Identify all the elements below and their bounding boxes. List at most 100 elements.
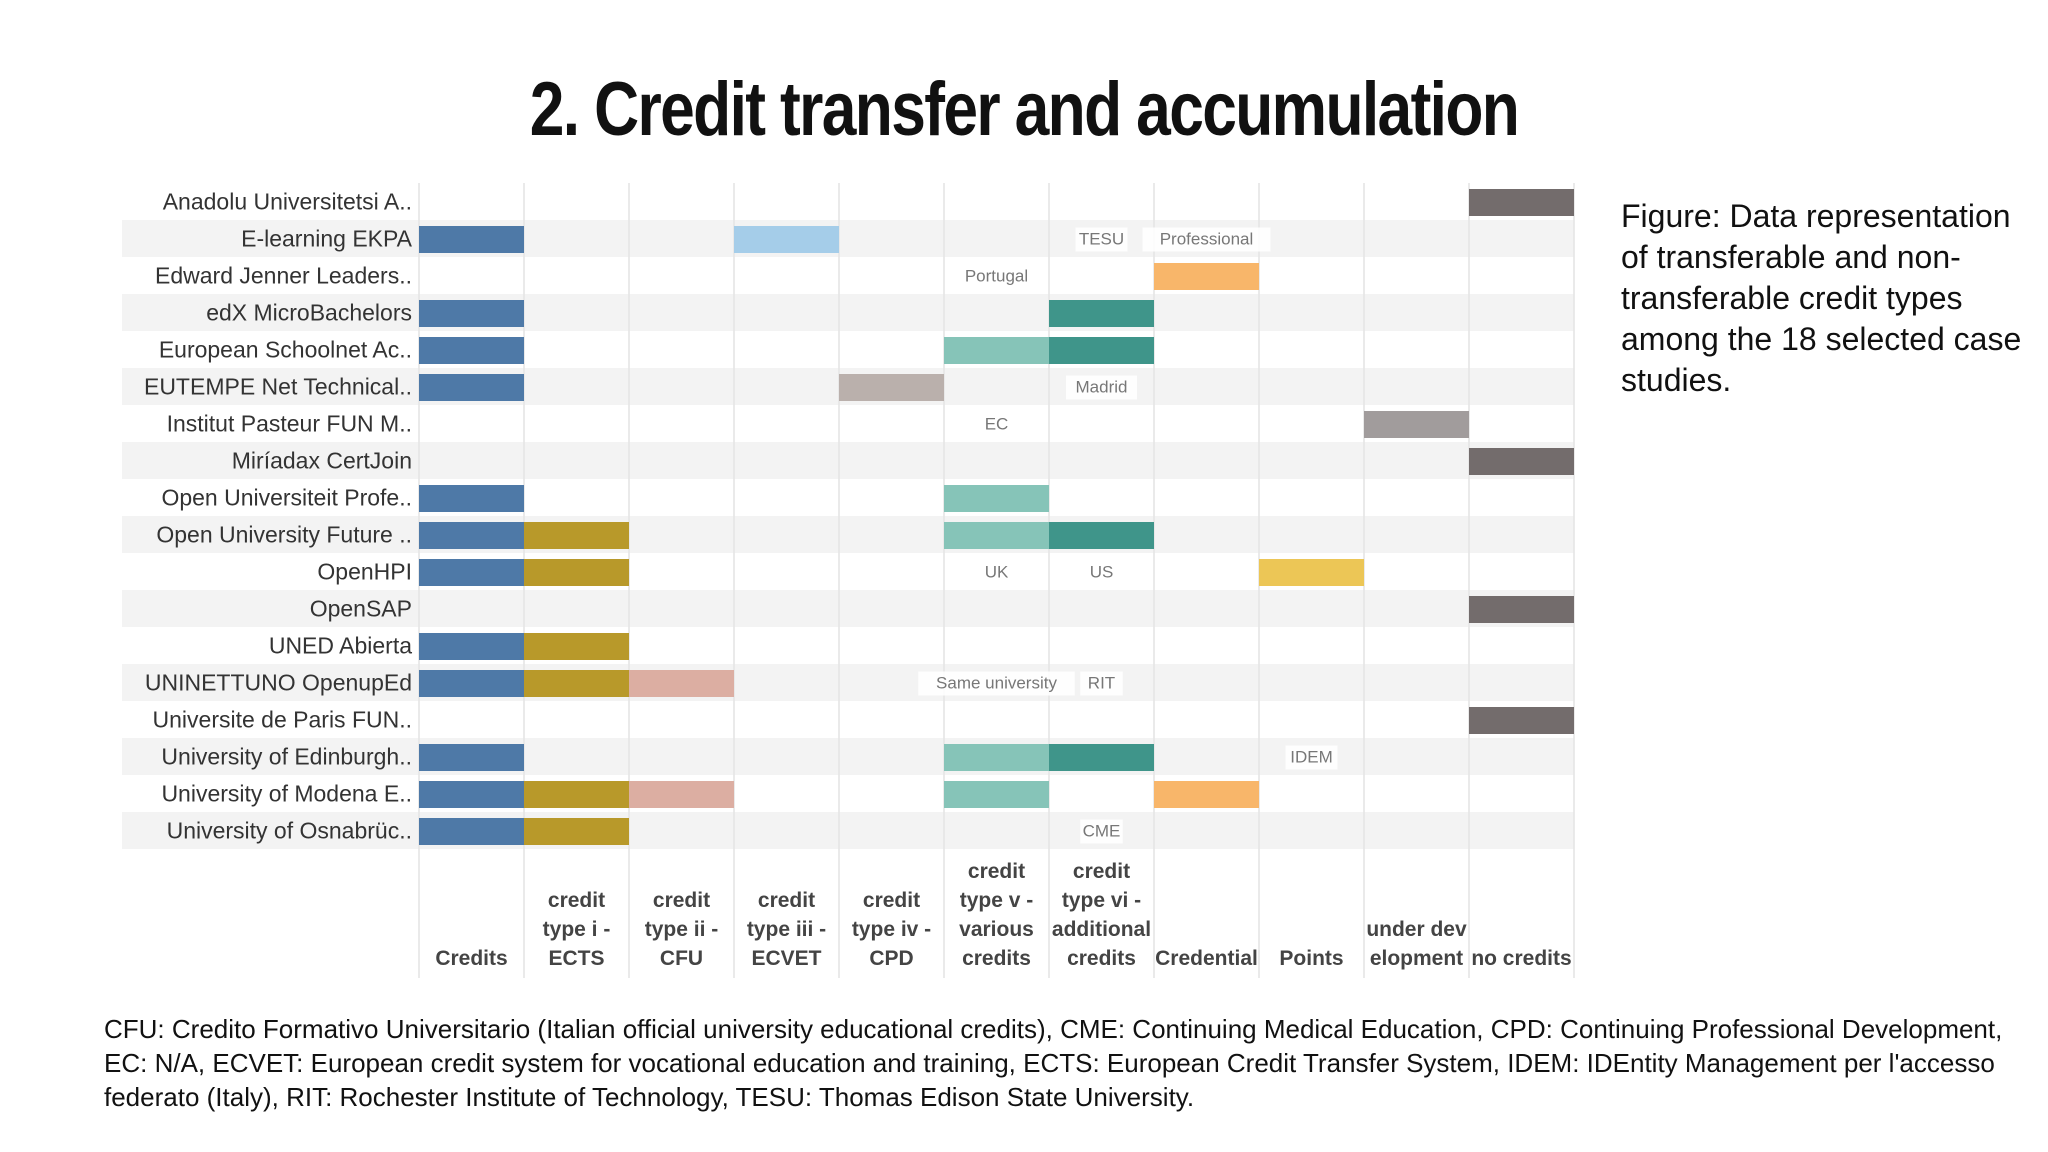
credit-heatmap-chart: Anadolu Universitetsi A.. E-learning EKPA… xyxy=(122,183,1575,978)
annotation-background xyxy=(1080,819,1123,844)
annotation-label: RIT xyxy=(1088,674,1115,693)
heatmap-cell xyxy=(944,485,1049,512)
annotation-label: CME xyxy=(1083,822,1121,841)
annotation-background xyxy=(1142,227,1271,252)
column-label: Credential xyxy=(1155,947,1258,970)
heatmap-cell xyxy=(944,744,1049,771)
row-label: Edward Jenner Leaders.. xyxy=(155,263,412,289)
column-label: credit type iv -CPD xyxy=(852,889,931,970)
heatmap-cell xyxy=(419,374,524,401)
column-label: no credits xyxy=(1471,947,1571,970)
heatmap-cell xyxy=(524,818,629,845)
column-label: credit type ii -CFU xyxy=(645,889,719,970)
annotation-label: UK xyxy=(985,563,1009,582)
annotation-background xyxy=(1066,375,1137,400)
annotation-label: Same university xyxy=(936,674,1057,693)
column-label: credit type i -ECTS xyxy=(543,889,611,970)
heatmap-cell xyxy=(1049,522,1154,549)
figure-caption: Figure: Data representation of transfera… xyxy=(1621,198,2022,398)
row-label: Anadolu Universitetsi A.. xyxy=(163,189,412,215)
heatmap-cell xyxy=(839,374,944,401)
heatmap-cell xyxy=(944,781,1049,808)
heatmap-cell xyxy=(419,670,524,697)
heatmap-cell xyxy=(1049,300,1154,327)
annotation-background xyxy=(918,671,1075,696)
row-label: Open University Future .. xyxy=(156,522,412,548)
heatmap-cell xyxy=(419,818,524,845)
heatmap-cell xyxy=(1154,263,1259,290)
row-label: EUTEMPE Net Technical.. xyxy=(144,374,412,400)
row-label: OpenSAP xyxy=(310,596,412,622)
annotation-label: TESU xyxy=(1079,230,1124,249)
row-label: E-learning EKPA xyxy=(241,226,413,252)
row-band xyxy=(122,442,1574,479)
annotation-label: US xyxy=(1090,563,1114,582)
heatmap-cell xyxy=(944,522,1049,549)
heatmap-cell xyxy=(419,226,524,253)
row-label: OpenHPI xyxy=(317,559,412,585)
row-band xyxy=(122,294,1574,331)
heatmap-cell xyxy=(419,559,524,586)
row-band xyxy=(122,220,1574,257)
annotation-label: Professional xyxy=(1160,230,1254,249)
row-label: Universite de Paris FUN.. xyxy=(153,707,412,733)
annotation-label: Madrid xyxy=(1076,378,1128,397)
column-label: Points xyxy=(1279,947,1343,970)
row-label: Institut Pasteur FUN M.. xyxy=(167,411,412,437)
heatmap-cell xyxy=(419,485,524,512)
row-label: edX MicroBachelors xyxy=(206,300,412,326)
annotation-background xyxy=(980,412,1013,437)
abbreviations-footnote: CFU: Credito Formativo Universitario (It… xyxy=(104,1014,2003,1112)
annotation-label: IDEM xyxy=(1290,748,1333,767)
heatmap-cell xyxy=(1469,596,1574,623)
row-label: Open Universiteit Profe.. xyxy=(161,485,412,511)
heatmap-cell xyxy=(629,781,734,808)
row-label: UNED Abierta xyxy=(269,633,412,659)
heatmap-cell xyxy=(419,300,524,327)
heatmap-cell xyxy=(1154,781,1259,808)
annotation-background xyxy=(1085,560,1118,585)
heatmap-cell xyxy=(419,337,524,364)
row-band xyxy=(122,664,1574,701)
annotation-label: EC xyxy=(985,415,1009,434)
heatmap-cell xyxy=(1469,707,1574,734)
column-label: under dev elopment xyxy=(1366,918,1467,970)
annotation-background xyxy=(980,560,1013,585)
annotation-background xyxy=(1080,671,1123,696)
row-label: European Schoolnet Ac.. xyxy=(159,337,412,363)
heatmap-cell xyxy=(1469,448,1574,475)
column-label: credit type vi -additional credits xyxy=(1052,860,1151,970)
annotation-background xyxy=(951,264,1042,289)
row-label: University of Modena E.. xyxy=(161,781,412,807)
heatmap-cell xyxy=(419,781,524,808)
heatmap-cell xyxy=(629,670,734,697)
row-label: University of Edinburgh.. xyxy=(161,744,412,770)
slide-title: 2. Credit transfer and accumulation xyxy=(529,67,1520,152)
heatmap-cell xyxy=(734,226,839,253)
heatmap-cell xyxy=(944,337,1049,364)
row-band xyxy=(122,516,1574,553)
heatmap-cell xyxy=(524,522,629,549)
row-label: UNINETTUNO OpenupEd xyxy=(145,670,412,696)
heatmap-cell xyxy=(1049,744,1154,771)
row-band xyxy=(122,590,1574,627)
heatmap-cell xyxy=(524,781,629,808)
column-label: Credits xyxy=(435,947,507,970)
heatmap-cell xyxy=(1364,411,1469,438)
annotation-background xyxy=(1285,745,1338,770)
annotation-background xyxy=(1075,227,1128,252)
heatmap-cell xyxy=(1049,337,1154,364)
heatmap-cell xyxy=(419,744,524,771)
annotation-label: Portugal xyxy=(965,267,1028,286)
heatmap-cell xyxy=(1469,189,1574,216)
heatmap-cell xyxy=(1259,559,1364,586)
heatmap-cell xyxy=(524,670,629,697)
heatmap-cell xyxy=(419,633,524,660)
row-label: Miríadax CertJoin xyxy=(232,448,412,474)
heatmap-cell xyxy=(524,559,629,586)
column-label: credit type v -various credits xyxy=(959,860,1034,970)
heatmap-cell xyxy=(524,633,629,660)
row-label: University of Osnabrüc.. xyxy=(167,818,412,844)
heatmap-cell xyxy=(419,522,524,549)
row-band xyxy=(122,812,1574,849)
